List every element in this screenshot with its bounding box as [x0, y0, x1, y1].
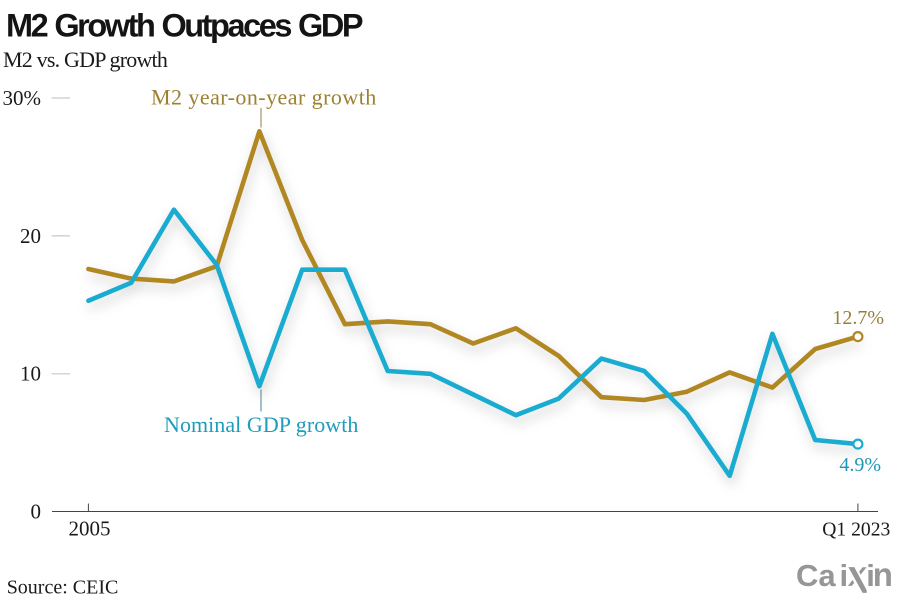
svg-text:M2 vs. GDP growth: M2 vs. GDP growth: [3, 47, 168, 72]
svg-text:Q1 2023: Q1 2023: [822, 519, 890, 540]
svg-text:10: 10: [20, 362, 41, 386]
svg-text:20: 20: [20, 224, 41, 248]
svg-text:30%: 30%: [3, 86, 42, 110]
svg-text:4.9%: 4.9%: [839, 454, 881, 476]
svg-text:12.7%: 12.7%: [832, 307, 884, 329]
svg-text:n: n: [873, 556, 893, 593]
svg-text:i: i: [840, 558, 849, 593]
svg-text:2005: 2005: [69, 516, 111, 540]
svg-text:i: i: [866, 558, 875, 593]
svg-text:M2 year-on-year growth: M2 year-on-year growth: [151, 85, 377, 110]
svg-text:Nominal GDP growth: Nominal GDP growth: [164, 412, 358, 437]
svg-text:Ca: Ca: [796, 558, 836, 593]
svg-text:Source: CEIC: Source: CEIC: [7, 576, 119, 598]
svg-text:0: 0: [31, 500, 42, 524]
svg-text:M2 Growth Outpaces GDP: M2 Growth Outpaces GDP: [6, 8, 363, 44]
